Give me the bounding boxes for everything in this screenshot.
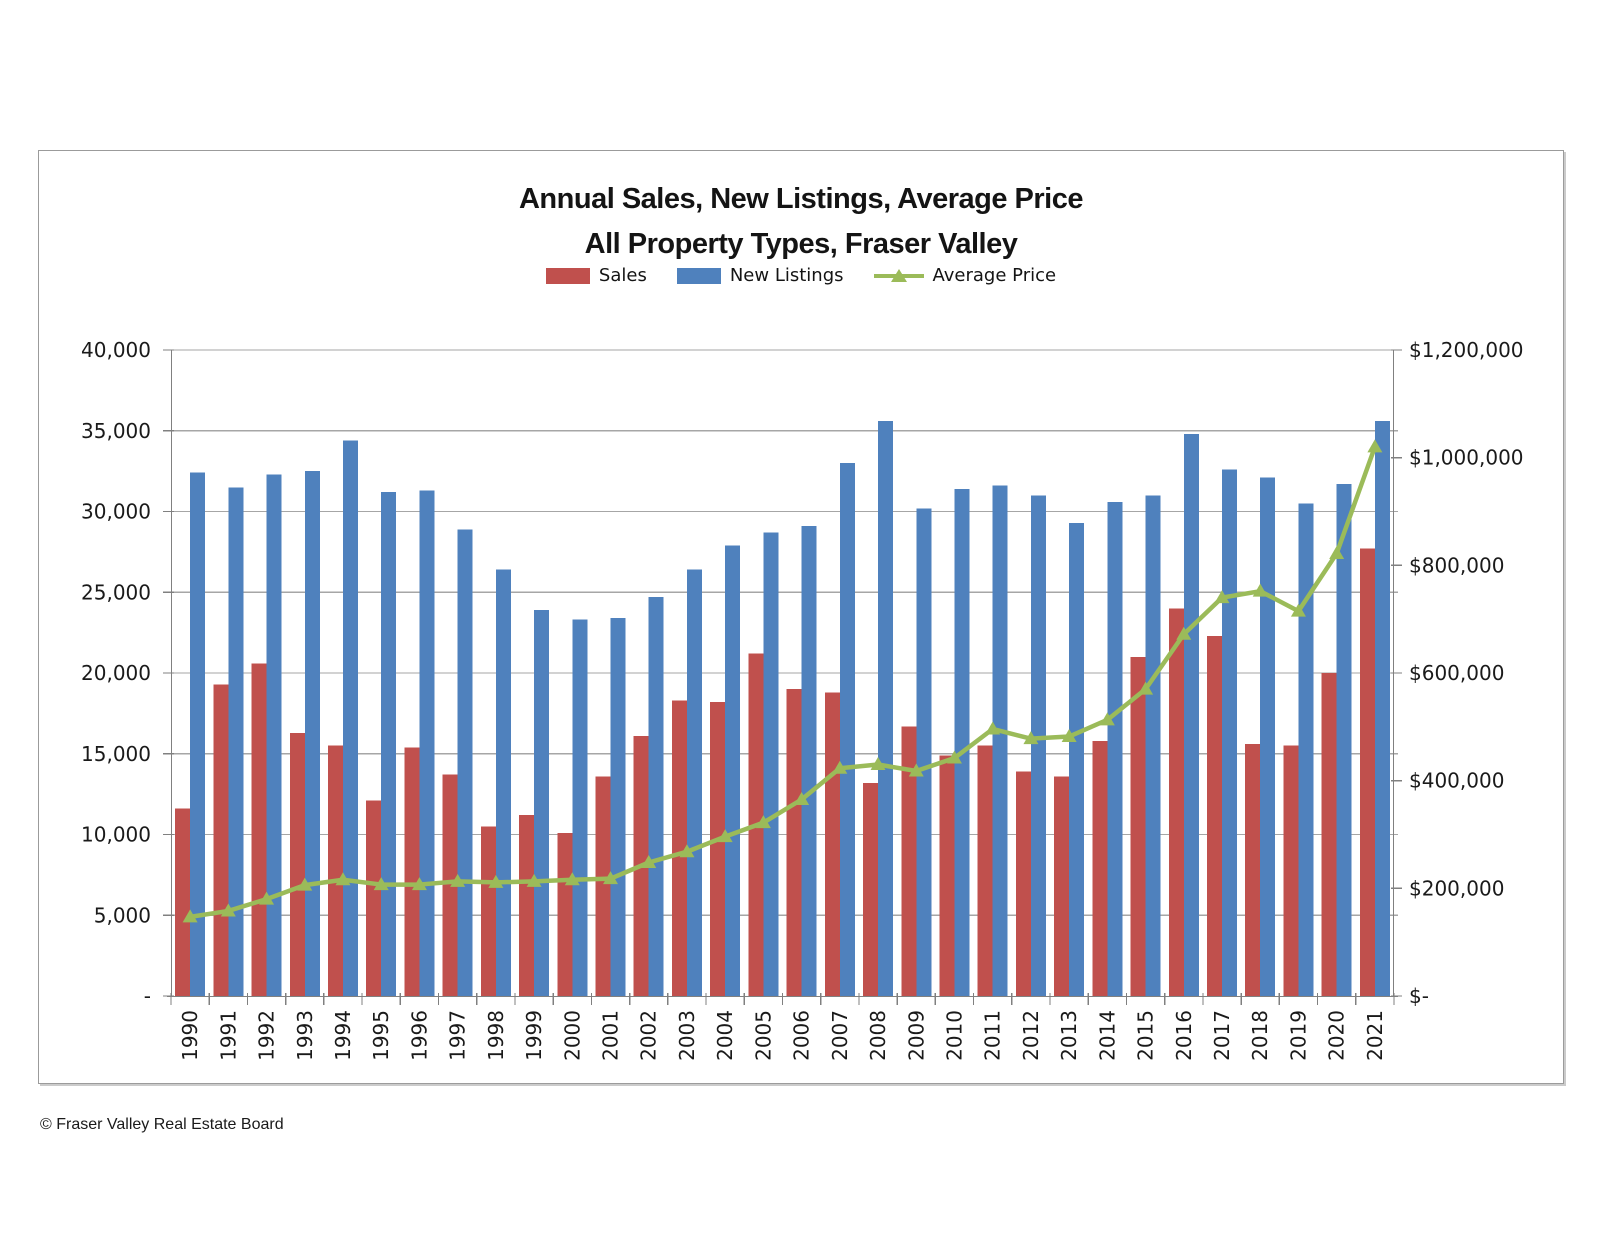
plot-area: 40,000 35,000 30,000 25,000 20,000 15,000 10,0… [81,338,1524,1061]
x-axis-year-label: 2012 [1019,1010,1043,1061]
y-axis-right-tick-label: $400,000 [1409,769,1504,793]
x-axis-year-label: 1995 [369,1010,393,1061]
y-axis-right-tick-label: $200,000 [1409,876,1504,900]
y-axis-left-tick-label: 5,000 [94,903,151,927]
x-axis-year-label: 1999 [522,1010,546,1061]
chart-title-line1: Annual Sales, New Listings, Average Pric… [518,183,1084,215]
x-axis-year-label: 2007 [828,1010,852,1061]
legend-triangle [890,268,907,282]
legend-line-triangle-icon [873,268,924,284]
y-axis-left-tick-label: - [144,984,151,1008]
x-axis-year-label: 1994 [331,1010,355,1061]
x-axis-year-label: 2001 [599,1010,623,1061]
x-axis-year-label: 2002 [637,1010,661,1061]
x-axis-year-label: 1998 [484,1010,508,1061]
x-axis-year-label: 1993 [293,1010,317,1061]
legend-swatch-new-listings [676,267,721,284]
legend-label-sales: Sales [598,265,647,286]
x-axis-year-label: 2019 [1286,1010,1310,1061]
legend-label-average-price: Average Price [932,265,1057,286]
y-axis-right-tick-label: $800,000 [1409,553,1504,577]
y-axis-right-tick-label: $- [1409,984,1429,1008]
chart-title-line2: All Property Types, Fraser Valley [584,228,1018,260]
y-axis-left-tick-label: 35,000 [81,419,151,443]
x-axis-year-label: 2009 [904,1010,928,1061]
x-axis-year-label: 2006 [790,1010,814,1061]
x-axis-year-label: 1992 [255,1010,279,1061]
y-axis-right-tick-label: $600,000 [1409,661,1504,685]
y-axis-left-tick-label: 40,000 [81,338,151,362]
y-axis-left-tick-label: 15,000 [81,742,151,766]
x-axis-year-label: 2011 [981,1010,1005,1061]
x-axis-year-label: 2021 [1363,1010,1387,1061]
x-axis-year-label: 1996 [407,1010,431,1061]
x-axis-year-label: 2016 [1172,1010,1196,1061]
legend-item-new-listings: New Listings [676,265,844,286]
chart-title: Annual Sales, New Listings, Average Pric… [39,177,1563,267]
legend-item-average-price: Average Price [873,265,1057,286]
x-axis-year-label: 1990 [178,1010,202,1061]
y-axis-left-tick-label: 25,000 [81,580,151,604]
x-axis-year-label: 2020 [1325,1010,1349,1061]
chart-container: Annual Sales, New Listings, Average Pric… [38,150,1564,1084]
x-axis-year-label: 2000 [560,1010,584,1061]
chart-legend: Sales New Listings Average Price [39,265,1563,286]
legend-label-new-listings: New Listings [729,265,844,286]
x-axis-year-label: 2008 [866,1010,890,1061]
copyright-text: © Fraser Valley Real Estate Board [40,1116,284,1133]
y-axis-left-tick-label: 30,000 [81,500,151,524]
legend-swatch-sales [545,267,590,284]
y-axis-left-tick-label: 20,000 [81,661,151,685]
x-axis-year-label: 2014 [1095,1010,1119,1061]
y-axis-right-tick-label: $1,200,000 [1409,338,1524,362]
x-axis-year-label: 2003 [675,1010,699,1061]
legend-item-sales: Sales [545,265,647,286]
y-axis-left-tick-label: 10,000 [81,823,151,847]
x-axis-year-label: 2004 [713,1010,737,1061]
x-axis-year-label: 2010 [942,1010,966,1061]
x-axis-year-label: 1991 [216,1010,240,1061]
x-axis-year-label: 2018 [1248,1010,1272,1061]
x-axis-year-label: 2017 [1210,1010,1234,1061]
x-axis-year-label: 2005 [751,1010,775,1061]
x-axis-year-label: 1997 [446,1010,470,1061]
x-axis-year-label: 2015 [1134,1010,1158,1061]
y-axis-right-tick-label: $1,000,000 [1409,446,1524,470]
x-axis-year-label: 2013 [1057,1010,1081,1061]
